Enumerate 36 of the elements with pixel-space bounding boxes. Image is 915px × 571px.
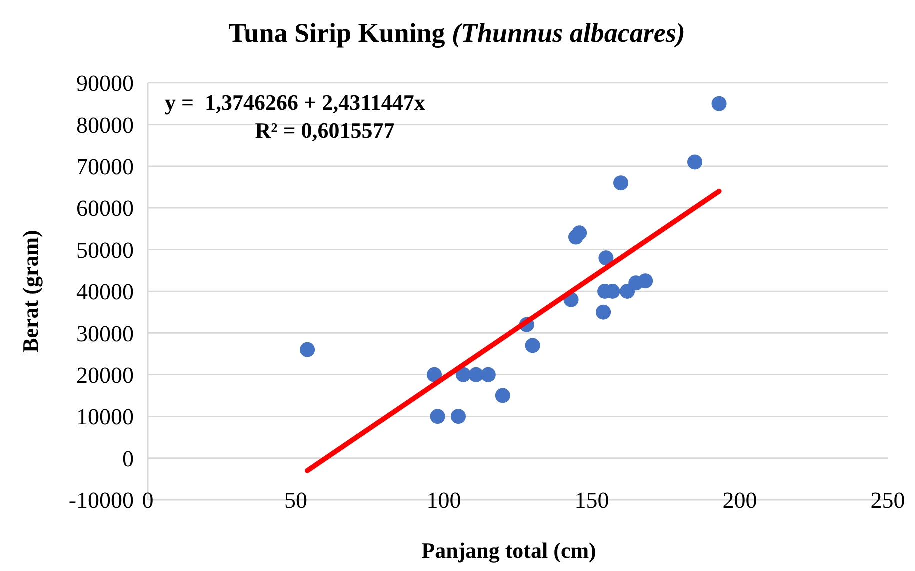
point <box>495 388 510 404</box>
point <box>480 367 496 382</box>
y-tick-label: -10000 <box>68 488 134 514</box>
point <box>688 154 703 170</box>
x-tick-label: 250 <box>870 488 906 514</box>
y-tick-label: 60000 <box>76 196 134 222</box>
y-tick-label: 50000 <box>76 238 134 263</box>
x-tick-label: 150 <box>574 488 610 514</box>
annotation: R² = 0,6015577 <box>255 118 395 143</box>
point <box>614 176 629 191</box>
y-tick-label: 80000 <box>76 112 134 138</box>
point <box>712 96 727 112</box>
y-tick-label: 10000 <box>76 404 134 430</box>
x-tick-label: 50 <box>284 488 308 514</box>
point <box>525 338 540 354</box>
annotation: y = 1,3746266 + 2,4311447x <box>165 90 426 115</box>
y-axis-title: Berat (gram) <box>18 230 43 353</box>
point <box>572 226 588 241</box>
x-tick-label: 200 <box>722 488 758 514</box>
point <box>300 342 316 358</box>
point <box>638 274 654 289</box>
y-tick-label: 0 <box>122 446 134 472</box>
x-tick-label: 100 <box>426 488 462 514</box>
y-tick-label: 20000 <box>76 362 134 388</box>
y-tick-label: 40000 <box>76 280 134 305</box>
point <box>598 250 614 266</box>
x-tick-label: 0 <box>142 488 154 514</box>
chart-title: Tuna Sirip Kuning (Thunnus albacares) <box>228 18 686 48</box>
y-tick-label: 90000 <box>76 71 134 96</box>
point <box>430 409 446 424</box>
point <box>427 367 442 382</box>
point <box>451 409 466 424</box>
y-tick-label: 30000 <box>76 321 134 346</box>
x-axis-title: Panjang total (cm) <box>422 538 596 563</box>
y-tick-label: 70000 <box>76 154 134 180</box>
point <box>596 304 612 320</box>
